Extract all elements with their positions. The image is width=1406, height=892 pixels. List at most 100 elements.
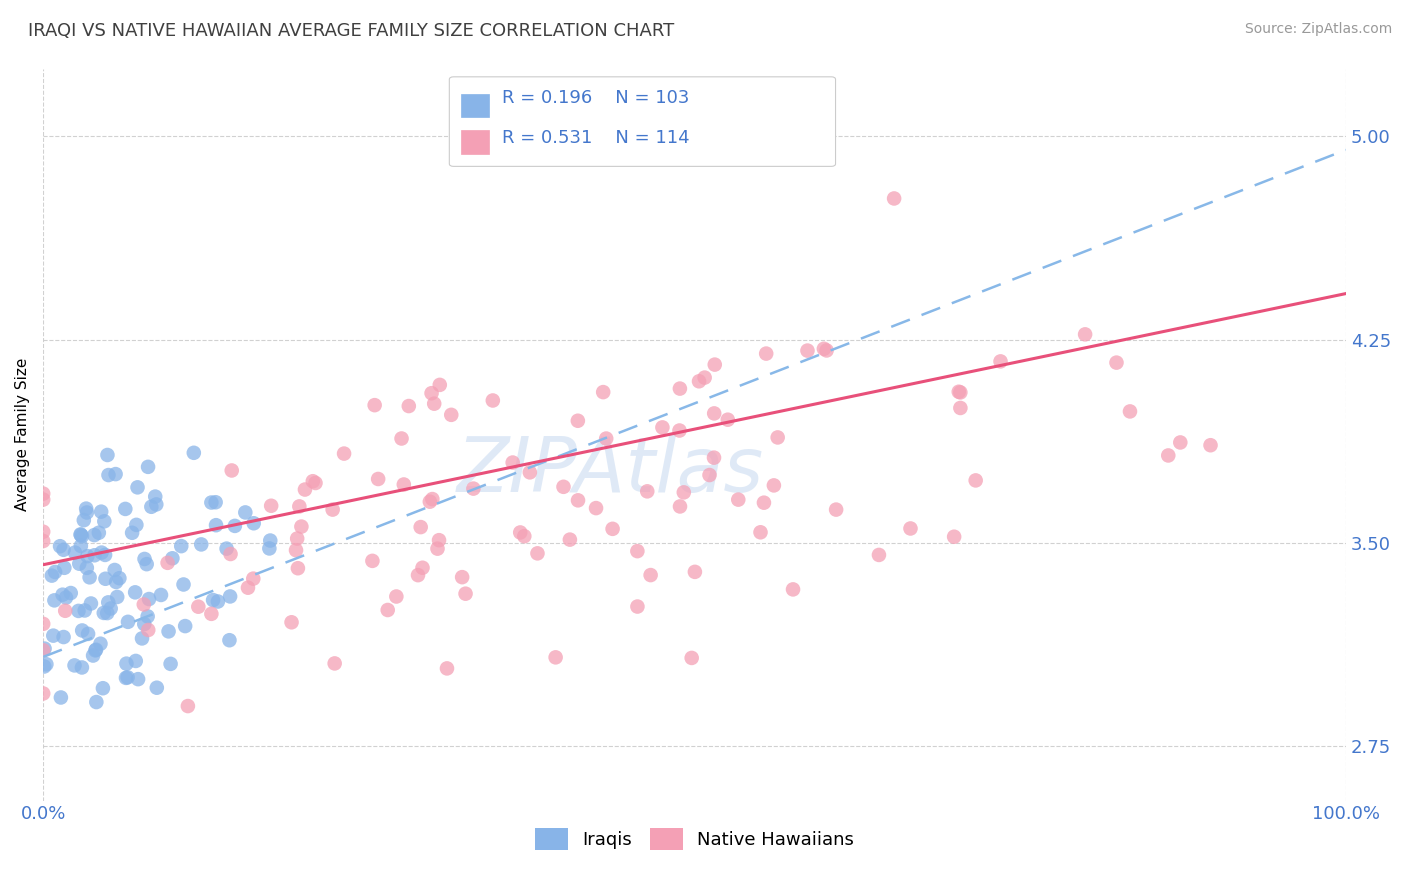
Point — [423, 397, 446, 411]
Point — [70, 528, 93, 542]
Point — [259, 541, 281, 556]
Point — [1119, 404, 1142, 418]
Point — [32, 524, 55, 539]
Point — [87, 525, 110, 540]
Point — [762, 478, 785, 492]
Point — [200, 495, 222, 509]
Point — [44, 593, 66, 607]
Point — [52, 542, 75, 557]
Point — [76, 549, 98, 563]
Point — [218, 633, 240, 648]
Point — [73, 513, 96, 527]
Point — [67, 557, 90, 571]
Point — [49, 539, 72, 553]
Point — [93, 514, 115, 528]
Point — [114, 502, 136, 516]
Point — [159, 657, 181, 671]
Point — [626, 599, 648, 614]
Point — [69, 527, 91, 541]
Point — [688, 374, 710, 388]
Point — [115, 657, 138, 671]
Point — [813, 342, 835, 356]
Point — [34, 641, 56, 656]
Point — [134, 617, 156, 632]
Point — [592, 385, 614, 400]
Point — [422, 491, 444, 506]
Point — [131, 632, 153, 646]
Point — [398, 399, 420, 413]
Point — [135, 557, 157, 571]
Point — [136, 623, 159, 637]
Point — [90, 545, 112, 559]
Point — [669, 500, 692, 514]
Point — [703, 450, 725, 465]
Point — [108, 571, 131, 585]
Point — [32, 492, 55, 507]
Point — [948, 384, 970, 399]
Point — [825, 502, 848, 516]
Point — [59, 586, 82, 600]
Point — [288, 500, 311, 514]
Point — [83, 528, 105, 542]
Point — [91, 681, 114, 696]
Point — [157, 624, 180, 639]
Point — [207, 594, 229, 608]
Point — [377, 603, 399, 617]
Point — [322, 502, 344, 516]
Point — [141, 500, 163, 514]
Point — [32, 534, 55, 549]
Point — [41, 568, 63, 582]
Point — [32, 659, 55, 673]
Point — [219, 590, 242, 604]
Point — [285, 532, 308, 546]
Point — [420, 386, 443, 401]
Point — [97, 468, 120, 483]
Point — [595, 432, 617, 446]
Point — [703, 406, 725, 420]
Point — [76, 506, 98, 520]
Point — [187, 599, 209, 614]
Point — [105, 590, 128, 604]
Point — [124, 585, 146, 599]
Point — [796, 343, 818, 358]
Point — [52, 588, 75, 602]
Point — [205, 518, 228, 533]
Point — [585, 501, 607, 516]
Point — [44, 565, 66, 579]
Point — [782, 582, 804, 597]
Point — [409, 520, 432, 534]
Text: IRAQI VS NATIVE HAWAIIAN AVERAGE FAMILY SIZE CORRELATION CHART: IRAQI VS NATIVE HAWAIIAN AVERAGE FAMILY … — [28, 22, 675, 40]
Point — [502, 456, 524, 470]
Point — [145, 497, 167, 511]
Text: ZIPAtlas: ZIPAtlas — [457, 434, 763, 508]
Point — [143, 490, 166, 504]
Point — [215, 541, 238, 556]
Point — [287, 561, 309, 575]
Point — [727, 492, 749, 507]
Point — [105, 574, 128, 589]
Point — [602, 522, 624, 536]
Point — [127, 480, 149, 494]
Point — [392, 477, 415, 491]
Point — [86, 695, 108, 709]
Point — [451, 570, 474, 584]
Point — [681, 651, 703, 665]
Text: Source: ZipAtlas.com: Source: ZipAtlas.com — [1244, 22, 1392, 37]
Point — [84, 643, 107, 657]
Point — [236, 581, 259, 595]
Point — [134, 552, 156, 566]
Point — [94, 548, 117, 562]
Point — [260, 499, 283, 513]
Point — [150, 588, 173, 602]
Point — [990, 354, 1012, 368]
Point — [94, 572, 117, 586]
Point — [162, 551, 184, 566]
Point — [84, 642, 107, 657]
Point — [440, 408, 463, 422]
Point — [219, 547, 242, 561]
Point — [1074, 327, 1097, 342]
Point — [868, 548, 890, 562]
Point — [259, 533, 281, 548]
Point — [749, 525, 772, 540]
Point — [513, 529, 536, 543]
